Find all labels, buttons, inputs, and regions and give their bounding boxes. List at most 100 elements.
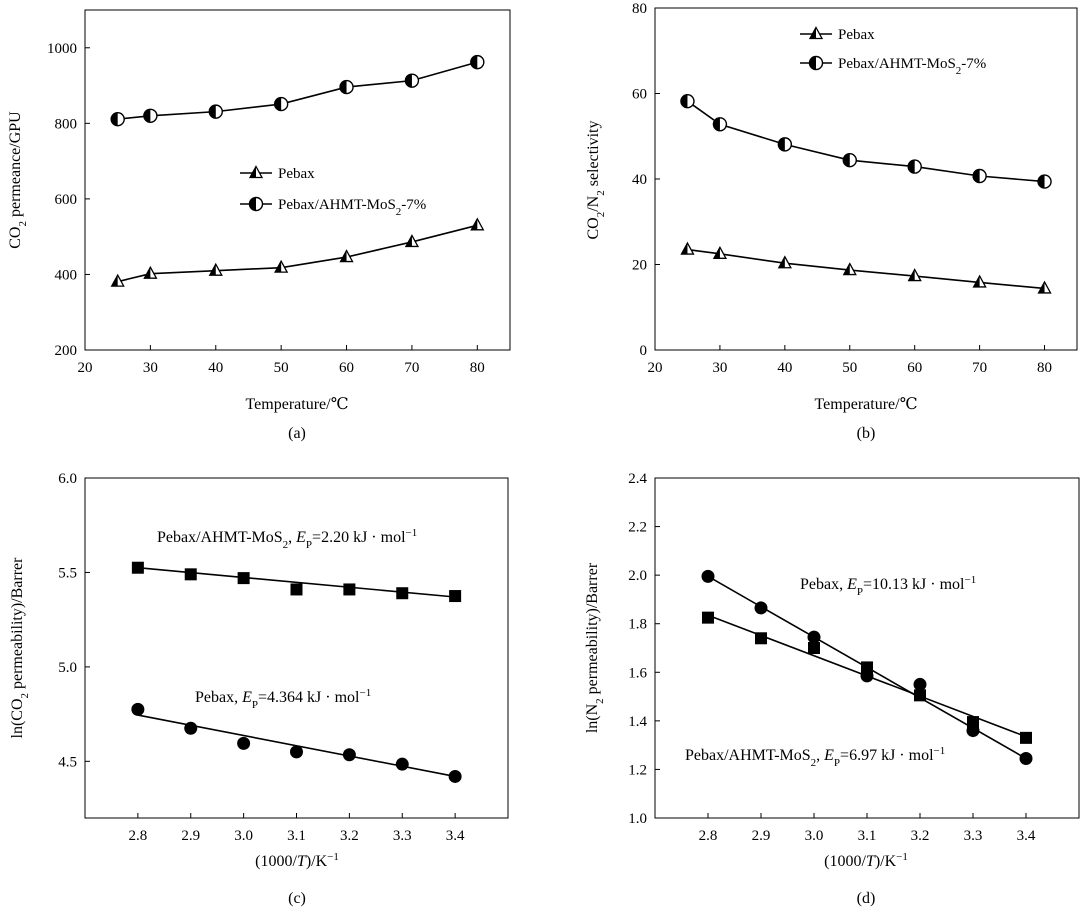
x-axis-label-d: (1000/T)/K−1 [824,851,908,870]
y-tick-label-b-0: 0 [640,343,648,359]
y-tick-label-d-4: 1.8 [628,617,647,633]
legend-marker-a-mos2 [248,196,264,212]
series-line-b-mos2 [686,100,1045,183]
data-point-b-mos2-6 [1037,174,1052,189]
y-tick-label-d-3: 1.6 [628,665,647,681]
x-tick-label-c-4: 3.2 [340,828,359,844]
series-line-a-mos2 [117,61,478,120]
x-tick-label-d-2: 3.0 [805,828,824,844]
y-tick-label-d-5: 2.0 [628,568,647,584]
data-point-d-mos2-5 [967,716,979,729]
x-tick-label-d-3: 3.1 [858,828,877,844]
data-point-c-mos2-1 [184,568,197,581]
y-tick-label-b-3: 60 [632,87,647,103]
data-point-a-mos2-0 [110,111,125,127]
x-tick-label-a-2: 40 [208,360,223,376]
data-point-c-pebax-5 [395,757,409,771]
data-point-a-mos2-1 [143,108,158,123]
y-tick-label-a-1: 400 [55,267,78,283]
y-tick-label-c-0: 4.5 [58,754,77,770]
data-point-b-mos2-4 [907,159,922,174]
y-tick-label-d-0: 1.0 [628,811,647,827]
data-point-a-mos2-3 [273,96,289,112]
plot-frame-d [654,477,1080,819]
legend-marker-b-pebax [808,26,824,40]
legend-label-a-mos2: Pebax/AHMT-MoS2-7% [278,197,426,218]
panel-a: 20 30 40 50 60 70 80 200 400 600 800 1000 Temperatu… [7,9,511,442]
panel-label-c: (c) [288,890,306,907]
y-tick-label-c-2: 5.5 [58,565,77,581]
data-point-c-pebax-2 [237,736,251,750]
data-point-c-pebax-0 [131,702,145,716]
legend-label-a-pebax: Pebax [278,166,315,182]
x-tick-label-b-0: 20 [648,360,663,376]
y-tick-label-d-6: 2.2 [628,520,647,536]
legend-marker-b-mos2 [808,55,824,71]
data-point-a-pebax-6 [470,217,485,231]
data-point-c-mos2-2 [237,572,250,585]
y-tick-label-b-2: 40 [632,172,647,188]
legend-a: Pebax Pebax/AHMT-MoS2-7% [240,165,426,218]
data-point-b-mos2-2 [777,137,793,152]
data-point-c-pebax-1 [184,721,198,735]
data-point-b-pebax-4 [907,268,922,282]
data-point-c-mos2-3 [290,583,303,596]
data-point-a-mos2-2 [208,104,223,119]
data-point-d-mos2-0 [702,611,714,624]
x-tick-label-d-4: 3.2 [911,828,930,844]
data-point-b-pebax-1 [712,245,728,259]
x-axis-label-a: Temperature/℃ [246,396,349,413]
data-point-d-pebax-2 [807,630,821,644]
data-point-a-pebax-0 [110,273,125,287]
data-point-b-pebax-0 [680,241,695,255]
data-point-a-pebax-2 [208,262,223,276]
x-tick-label-a-3: 50 [274,360,289,376]
y-axis-label-a: CO2 permeance/GPU [7,111,29,249]
ticks-c: 2.8 2.9 3.0 3.1 3.2 3.3 3.4 4.5 5.0 5.5 6.0 [58,471,465,844]
x-tick-label-b-2: 40 [777,360,792,376]
y-tick-label-b-4: 80 [632,1,647,17]
y-tick-label-d-2: 1.4 [628,714,647,730]
x-tick-label-b-6: 80 [1037,360,1052,376]
data-point-c-pebax-3 [290,745,303,759]
y-tick-label-a-0: 200 [55,343,78,359]
x-tick-label-a-6: 80 [470,360,485,376]
y-tick-label-a-2: 600 [55,192,78,208]
data-point-a-pebax-5 [404,234,420,248]
x-tick-label-a-4: 60 [339,360,354,376]
y-tick-label-a-3: 800 [55,116,78,132]
y-tick-label-d-1: 1.2 [628,762,647,778]
data-point-b-mos2-5 [972,168,987,184]
y-axis-label-d: ln(N2 permeability)/Barrer [584,562,606,733]
legend-label-b-pebax: Pebax [838,27,875,43]
data-point-a-mos2-5 [404,73,420,88]
data-point-b-pebax-5 [972,274,987,288]
panel-label-d: (d) [857,890,876,907]
data-point-d-mos2-6 [1020,731,1032,744]
x-tick-label-a-0: 20 [78,360,93,376]
data-point-b-pebax-2 [777,255,792,269]
data-point-a-pebax-3 [274,259,289,273]
data-point-d-pebax-6 [1019,752,1033,765]
panel-label-a: (a) [288,425,306,442]
data-point-d-pebax-0 [701,569,715,583]
x-tick-label-d-1: 2.9 [752,828,771,844]
y-tick-label-a-4: 1000 [47,41,77,57]
y-axis-label-b: CO2/N2 selectivity [585,121,607,240]
data-point-a-mos2-4 [339,79,354,95]
data-point-d-mos2-1 [755,632,767,645]
data-point-b-pebax-3 [842,262,857,276]
data-point-b-mos2-3 [842,152,857,168]
legend-marker-a-pebax [248,165,264,179]
data-point-a-pebax-4 [339,249,354,263]
ticks-a: 20 30 40 50 60 70 80 200 400 600 800 1000 [47,41,485,376]
data-point-c-mos2-5 [396,587,409,600]
annotation-d-pebax: Pebax, EP=10.13 kJ · mol−1 [800,574,976,598]
legend-b: Pebax Pebax/AHMT-MoS2-7% [800,26,986,77]
data-point-b-mos2-0 [680,93,695,109]
panel-d: 2.8 2.9 3.0 3.1 3.2 3.3 3.4 1.0 1.2 1.4 1.6 1.8 2.0 2… [584,471,1080,907]
x-tick-label-a-5: 70 [404,360,419,376]
